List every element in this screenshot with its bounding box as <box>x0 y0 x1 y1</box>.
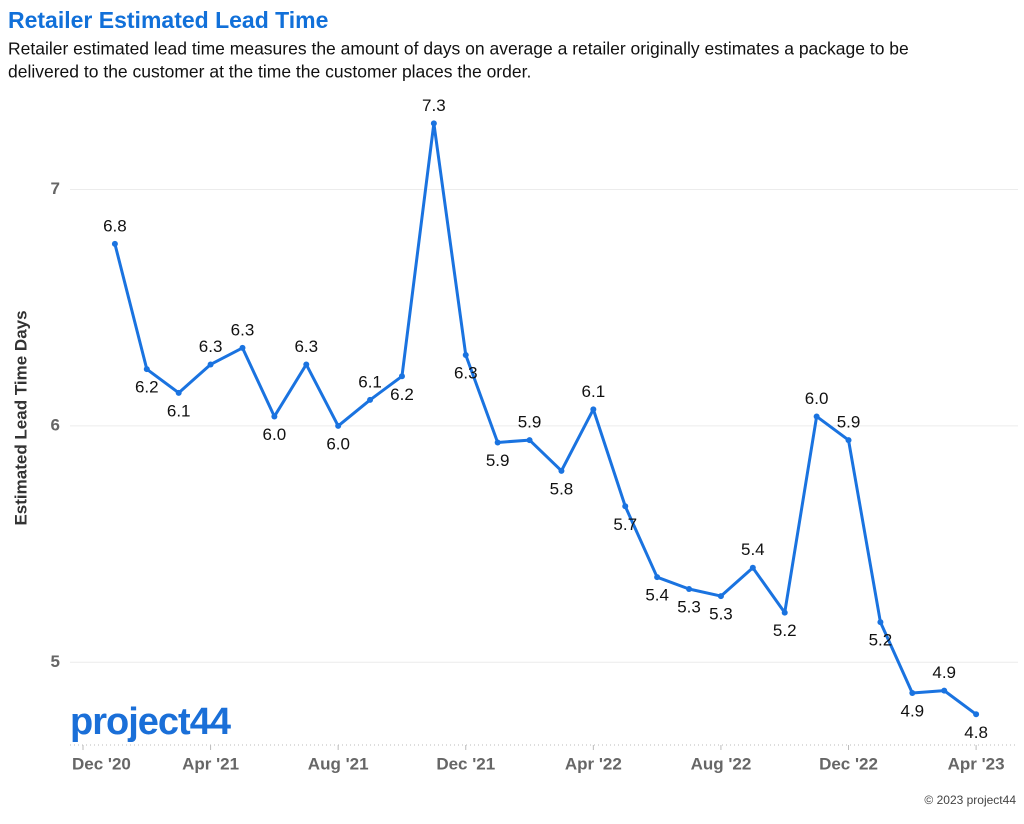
point <box>909 690 916 696</box>
point <box>430 120 437 127</box>
data-label: 5.3 <box>709 605 733 624</box>
x-tick-label: Apr '23 <box>948 754 1005 773</box>
point <box>654 574 661 581</box>
point <box>526 437 533 444</box>
point <box>398 373 405 380</box>
y-tick-label: 5 <box>51 652 60 671</box>
data-label: 5.9 <box>837 413 861 432</box>
point <box>239 344 246 351</box>
data-label: 5.4 <box>645 586 669 605</box>
data-label: 6.3 <box>454 363 478 382</box>
point <box>111 240 118 247</box>
x-tick-label: Apr '22 <box>565 754 622 773</box>
point <box>781 609 788 616</box>
logo: project44 <box>70 701 231 743</box>
data-label: 6.0 <box>263 425 287 444</box>
point <box>941 687 948 694</box>
data-label: 6.3 <box>294 337 318 356</box>
point <box>143 366 150 373</box>
data-label: 6.3 <box>231 320 255 339</box>
footer: © 2023 project44 <box>924 793 1016 807</box>
data-label: 6.1 <box>358 372 382 391</box>
y-axis-label: Estimated Lead Time Days <box>11 310 30 525</box>
point <box>335 422 342 429</box>
data-label: 7.3 <box>422 96 446 115</box>
y-tick-label: 6 <box>51 415 60 434</box>
data-label: 6.2 <box>390 385 414 404</box>
data-label: 5.2 <box>773 621 797 640</box>
data-label: 6.1 <box>167 401 191 420</box>
y-tick-label: 7 <box>51 179 60 198</box>
point <box>271 413 278 420</box>
subtitle: delivered to the customer at the time th… <box>8 62 531 82</box>
point <box>717 593 724 600</box>
data-label: 6.8 <box>103 216 127 235</box>
data-label: 5.4 <box>741 540 765 559</box>
data-label: 5.7 <box>613 515 637 534</box>
data-label: 5.9 <box>518 413 542 432</box>
data-label: 5.9 <box>486 451 510 470</box>
data-label: 6.0 <box>805 389 829 408</box>
point <box>622 503 629 510</box>
data-label: 4.9 <box>932 663 956 682</box>
point <box>845 437 852 444</box>
subtitle: Retailer estimated lead time measures th… <box>8 39 909 59</box>
point <box>813 413 820 420</box>
data-label: 6.1 <box>582 382 606 401</box>
point <box>590 406 597 413</box>
point <box>558 467 565 474</box>
chart-title: Retailer Estimated Lead Time <box>8 7 328 33</box>
x-tick-label: Dec '22 <box>819 754 878 773</box>
point <box>303 361 310 368</box>
x-tick-label: Apr '21 <box>182 754 239 773</box>
data-label: 4.8 <box>964 723 988 742</box>
data-label: 5.8 <box>550 479 574 498</box>
data-label: 6.0 <box>326 434 350 453</box>
point <box>686 586 693 592</box>
point <box>494 439 501 446</box>
data-label: 6.3 <box>199 337 223 356</box>
data-label: 4.9 <box>900 701 924 720</box>
data-label: 5.3 <box>677 597 701 616</box>
data-label: 5.2 <box>869 631 893 650</box>
point <box>367 396 374 403</box>
x-tick-label: Dec '20 <box>72 754 131 773</box>
point <box>462 352 469 358</box>
point <box>175 389 182 396</box>
x-tick-label: Dec '21 <box>436 754 495 773</box>
x-tick-label: Aug '21 <box>308 754 369 773</box>
point <box>207 361 214 368</box>
data-label: 6.2 <box>135 378 159 397</box>
point <box>877 619 884 626</box>
line <box>113 121 977 716</box>
x-tick-label: Aug '22 <box>691 754 752 773</box>
point <box>749 564 756 571</box>
point <box>973 711 980 718</box>
